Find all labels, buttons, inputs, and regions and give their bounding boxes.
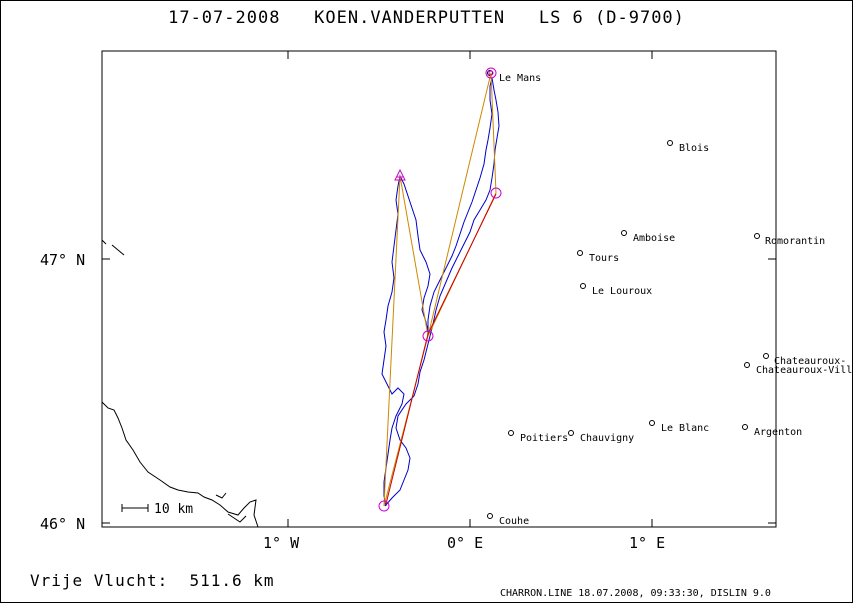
lon-label-1w: 1° W (263, 534, 300, 552)
town-label: Chateauroux- (774, 356, 846, 367)
town-marker (580, 283, 586, 289)
credit-line: CHARRON.LINE 18.07.2008, 09:33:30, DISLI… (500, 588, 771, 599)
task-lines (383, 72, 497, 507)
lon-label-0e: 0° E (447, 534, 483, 552)
town-label: Le Louroux (592, 286, 652, 297)
town-label: Blois (679, 143, 709, 154)
plot-border (101, 50, 777, 528)
lat-label-47: 47° N (40, 251, 85, 269)
lat-label-46: 46° N (40, 515, 85, 533)
scale-bar (121, 504, 149, 512)
town-label: Argenton (754, 427, 802, 438)
town-marker (742, 424, 748, 430)
town-marker (487, 513, 493, 519)
town-label: Couhe (499, 516, 529, 527)
town-label: Amboise (633, 233, 675, 244)
town-marker (744, 362, 750, 368)
town-label: Tours (589, 253, 619, 264)
scale-label: 10 km (154, 502, 193, 517)
town-marker (577, 250, 583, 256)
gps-track (381, 77, 500, 507)
town-label: Poitiers (520, 433, 568, 444)
town-marker (763, 353, 769, 359)
town-label: Chauvigny (580, 433, 634, 444)
axis-ticks (102, 51, 776, 527)
town-label: Chateauroux-Ville (756, 365, 853, 376)
town-label: Le Blanc (661, 423, 709, 434)
lon-label-1e: 1° E (629, 534, 665, 552)
town-marker (621, 230, 627, 236)
turnpoints (378, 67, 502, 512)
flight-title: 17-07-2008 KOEN.VANDERPUTTEN LS 6 (D-970… (168, 8, 685, 28)
town-label: Le Mans (499, 73, 541, 84)
town-marker (667, 140, 673, 146)
town-marker (649, 420, 655, 426)
town-markers: Le Mans Blois Amboise Romorantin Tours Le Lou… (487, 70, 853, 527)
coastline (101, 239, 259, 528)
town-marker (754, 233, 760, 239)
town-label: Romorantin (765, 236, 825, 247)
town-marker (508, 430, 514, 436)
distance-readout: Vrije Vlucht: 511.6 km (30, 571, 275, 590)
town-marker (568, 430, 574, 436)
